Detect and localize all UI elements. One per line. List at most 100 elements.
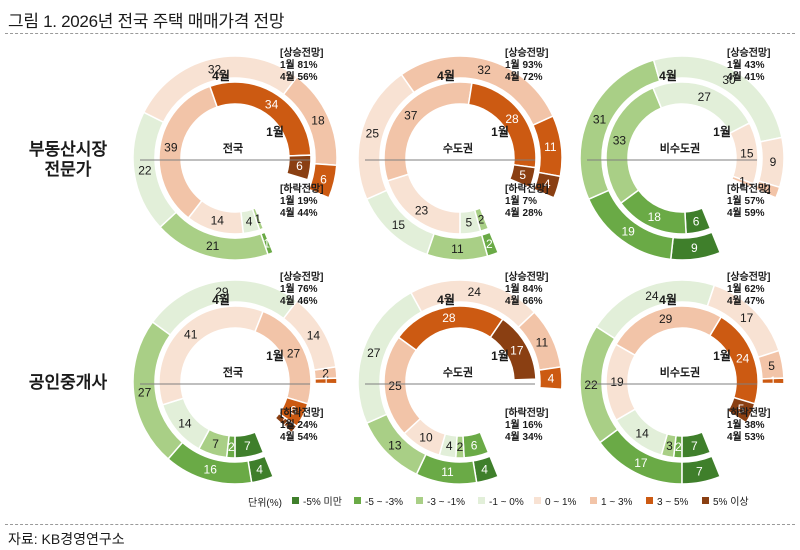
segment-value-outer: 27	[367, 346, 381, 360]
segment-value-inner: 27	[287, 347, 301, 361]
segment-value-inner: 2	[282, 416, 289, 430]
donut-outer-segment	[538, 366, 563, 391]
segment-value-inner: 28	[505, 112, 519, 126]
inner-ring-month-label: 1월	[713, 348, 731, 363]
fall-forecast-note: [하락전망]	[280, 406, 323, 419]
inner-ring-month-label: 1월	[491, 124, 509, 139]
source-note: 자료: KB경영연구소	[8, 531, 125, 547]
segment-value-inner: 27	[698, 90, 712, 104]
segment-value-outer: 4	[544, 177, 551, 191]
segment-value-inner: 4	[446, 439, 453, 453]
fall-forecast-note: 1월 24%	[280, 419, 318, 431]
segment-value-outer: 32	[477, 63, 491, 77]
rise-forecast-note: 1월 81%	[280, 59, 318, 71]
segment-value-inner: 39	[164, 141, 178, 155]
row-label: 전문가	[45, 160, 92, 179]
fall-forecast-note: 4월 53%	[727, 431, 765, 443]
donut-inner-segment	[726, 396, 756, 424]
legend-swatch	[292, 497, 299, 504]
segment-value-outer: 18	[311, 114, 325, 128]
segment-value-inner: 5	[466, 215, 473, 229]
fall-forecast-note: [하락전망]	[505, 406, 548, 419]
rise-forecast-note: 1월 43%	[727, 59, 765, 71]
outer-ring-month-label: 4월	[212, 292, 230, 307]
outer-ring-month-label: 4월	[212, 68, 230, 83]
segment-value-inner: 3	[666, 439, 673, 453]
segment-value-inner: 5	[738, 402, 745, 416]
donut-outer-segment	[761, 377, 785, 385]
legend-item-label: 0 ~ 1%	[545, 497, 577, 508]
segment-value-inner: 19	[610, 375, 624, 389]
segment-value-inner: 4	[246, 214, 253, 228]
segment-value-inner: 14	[635, 426, 649, 440]
segment-value-inner: 15	[740, 147, 754, 161]
segment-value-outer: 16	[204, 463, 218, 477]
donut-outer-segment	[754, 180, 781, 199]
fall-forecast-note: 1월 57%	[727, 195, 765, 207]
legend-item-label: -5% 미만	[303, 496, 342, 508]
segment-value-outer: 11	[441, 465, 454, 479]
segment-value-outer: 22	[138, 164, 152, 178]
segment-value-inner: 25	[388, 379, 402, 393]
fall-forecast-note: [하락전망]	[505, 182, 548, 195]
region-label: 비수도권	[660, 141, 700, 155]
segment-value-outer: 22	[584, 378, 598, 392]
rise-forecast-note: 4월 41%	[727, 71, 765, 83]
top-divider	[5, 33, 795, 34]
rise-forecast-note: 4월 72%	[505, 71, 543, 83]
segment-value-outer: 30	[722, 73, 736, 87]
fall-forecast-note: 4월 34%	[505, 431, 543, 443]
segment-value-inner: 6	[471, 438, 478, 452]
segment-value-outer: 1	[770, 374, 777, 388]
segment-value-inner: 1	[739, 175, 746, 189]
segment-value-outer: 11	[451, 242, 464, 256]
legend-swatch	[354, 497, 361, 504]
segment-value-outer: 15	[392, 218, 406, 232]
segment-value-outer: 4	[256, 463, 263, 477]
segment-value-outer: 25	[366, 127, 380, 141]
rise-forecast-note: 4월 46%	[280, 295, 318, 307]
donut-inner-segment	[285, 154, 312, 181]
segment-value-outer: 5	[768, 359, 775, 373]
donut-inner-segment	[489, 318, 537, 381]
region-label: 전국	[223, 365, 243, 379]
segment-value-inner: 1	[254, 212, 261, 226]
segment-value-inner: 10	[419, 430, 433, 444]
rise-forecast-note: 1월 84%	[505, 283, 543, 295]
segment-value-outer: 6	[320, 172, 327, 186]
region-label: 수도권	[443, 142, 473, 155]
segment-value-inner: 17	[510, 344, 524, 358]
rise-forecast-note: [상승전망]	[727, 46, 770, 59]
segment-value-inner: 6	[693, 214, 700, 228]
segment-value-inner: 6	[296, 159, 303, 173]
legend-title: 단위(%)	[248, 496, 282, 509]
legend-swatch	[478, 497, 485, 504]
segment-value-outer: 1	[323, 374, 330, 388]
donut-inner-segment	[730, 175, 755, 189]
segment-value-outer: 1	[263, 236, 270, 250]
rise-forecast-note: 4월 56%	[280, 71, 318, 83]
donut-outer-segment	[532, 171, 562, 199]
segment-value-inner: 5	[519, 168, 526, 182]
row-label: 공인중개사	[29, 373, 108, 392]
donut-outer-segment	[314, 377, 338, 385]
segment-value-outer: 17	[634, 456, 648, 470]
segment-value-outer: 29	[215, 285, 229, 299]
fall-forecast-note: 1월 19%	[280, 195, 318, 207]
segment-value-inner: 6	[290, 404, 297, 418]
segment-value-inner: 24	[736, 352, 750, 366]
fall-forecast-note: 4월 54%	[280, 431, 318, 443]
rise-forecast-note: 1월 62%	[727, 283, 765, 295]
segment-value-outer: 32	[208, 62, 222, 76]
legend-swatch	[534, 497, 541, 504]
segment-value-inner: 2	[228, 440, 235, 454]
legend-swatch	[590, 497, 597, 504]
rise-forecast-note: 1월 93%	[505, 59, 543, 71]
segment-value-inner: 7	[212, 437, 219, 451]
fall-forecast-note: 4월 28%	[505, 207, 543, 219]
outer-ring-month-label: 4월	[659, 292, 677, 307]
fall-forecast-note: [하락전망]	[280, 182, 323, 195]
fall-forecast-note: 4월 59%	[727, 207, 765, 219]
segment-value-inner: 33	[613, 134, 627, 148]
